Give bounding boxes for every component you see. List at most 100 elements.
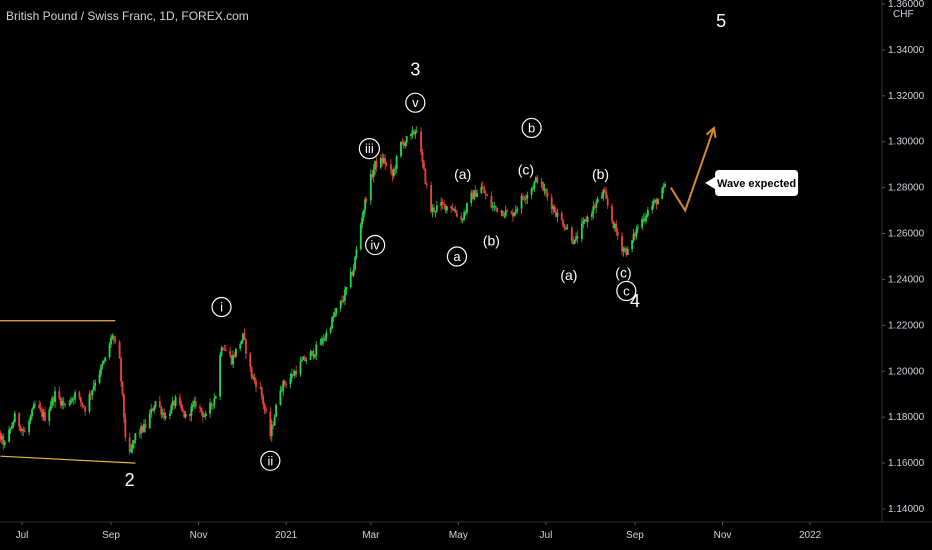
candle-body xyxy=(536,177,539,183)
candle-body xyxy=(414,131,417,135)
x-tick-label: Sep xyxy=(102,530,120,541)
candle-body xyxy=(603,189,606,193)
candle-body xyxy=(230,355,233,365)
candle-body xyxy=(530,188,533,195)
candle-body xyxy=(0,432,2,440)
candle-body xyxy=(394,168,397,170)
candle-body xyxy=(586,216,589,222)
candle-body xyxy=(295,371,298,375)
candle-body xyxy=(58,391,61,399)
candle-body xyxy=(484,193,487,195)
candle-body xyxy=(282,380,285,391)
candle-body xyxy=(269,411,272,437)
candle-body xyxy=(79,397,82,403)
candle-body xyxy=(48,409,51,421)
candle-body xyxy=(473,190,476,200)
candle-body xyxy=(98,373,101,383)
candle-body xyxy=(626,248,629,255)
candle-body xyxy=(385,164,388,166)
candle-body xyxy=(293,371,296,376)
candle-body xyxy=(553,206,556,212)
candle-body xyxy=(84,407,87,412)
candle-body xyxy=(144,423,147,428)
candle-body xyxy=(490,196,493,208)
candle-body xyxy=(130,449,132,452)
candle-body xyxy=(204,413,207,417)
candle-body xyxy=(128,437,131,452)
candle-body xyxy=(460,216,463,220)
candle-body xyxy=(601,195,603,199)
candle-body xyxy=(78,392,81,398)
candle-body xyxy=(148,413,151,428)
wave-label: (a) xyxy=(454,166,471,182)
candle-body xyxy=(299,361,302,375)
candle-body xyxy=(556,212,559,217)
candle-body xyxy=(415,131,418,133)
wave-label: 5 xyxy=(716,11,726,31)
candle-body xyxy=(470,192,473,204)
candle-body xyxy=(94,382,97,386)
candle-body xyxy=(392,169,395,176)
candle-body xyxy=(471,192,474,200)
candle-body xyxy=(303,356,306,361)
candle-body xyxy=(243,333,246,340)
wave-label: v xyxy=(412,95,419,110)
candle-body xyxy=(635,228,638,237)
candle-body xyxy=(624,248,626,250)
candle-body xyxy=(151,408,154,411)
candle-body xyxy=(110,337,112,345)
wave-label-circle xyxy=(358,138,380,160)
candle-body xyxy=(245,339,247,354)
candle-body xyxy=(210,402,213,406)
candle-body xyxy=(200,407,203,412)
wave-label: i xyxy=(220,300,223,315)
candle-body xyxy=(263,404,266,410)
candle-body xyxy=(500,210,503,213)
candle-body xyxy=(32,405,35,410)
candle-body xyxy=(121,381,124,395)
candle-body xyxy=(118,341,121,359)
candle-body xyxy=(456,212,458,217)
candle-body xyxy=(552,206,555,210)
wave-label: 2 xyxy=(125,470,135,490)
candle-body xyxy=(289,377,292,385)
candle-body xyxy=(140,426,143,434)
candle-body xyxy=(545,189,547,193)
candle-body xyxy=(232,355,234,365)
candle-body xyxy=(434,210,437,212)
wave-label: a xyxy=(453,249,461,264)
candle-body xyxy=(405,136,408,143)
candle-body xyxy=(450,206,453,209)
candle-body xyxy=(234,348,237,357)
candle-body xyxy=(325,332,328,339)
candle-body xyxy=(595,202,598,208)
candle-body xyxy=(354,257,356,270)
candle-body xyxy=(153,407,155,411)
candle-body xyxy=(209,402,211,414)
candle-body xyxy=(312,350,315,358)
candle-body xyxy=(100,365,102,374)
candle-body xyxy=(229,350,232,356)
candle-body xyxy=(194,400,197,407)
candle-body xyxy=(183,410,186,418)
candle-body xyxy=(81,402,84,406)
candle-body xyxy=(179,397,181,404)
candle-body xyxy=(88,394,91,412)
candle-body xyxy=(134,433,137,441)
candle-body xyxy=(355,249,358,258)
candle-body xyxy=(265,409,267,412)
candle-body xyxy=(49,405,52,410)
callout-text: Wave expected xyxy=(717,178,796,190)
candle-body xyxy=(565,228,567,230)
candle-body xyxy=(349,271,352,288)
candle-body xyxy=(546,192,549,198)
y-tick-label: 1.28000 xyxy=(888,183,925,194)
candle-body xyxy=(331,317,333,329)
x-tick-label: Jul xyxy=(16,530,29,541)
candle-body xyxy=(443,203,445,205)
candle-body xyxy=(411,130,414,134)
candle-body xyxy=(504,210,507,216)
candle-body xyxy=(101,363,104,366)
candle-body xyxy=(540,182,543,184)
